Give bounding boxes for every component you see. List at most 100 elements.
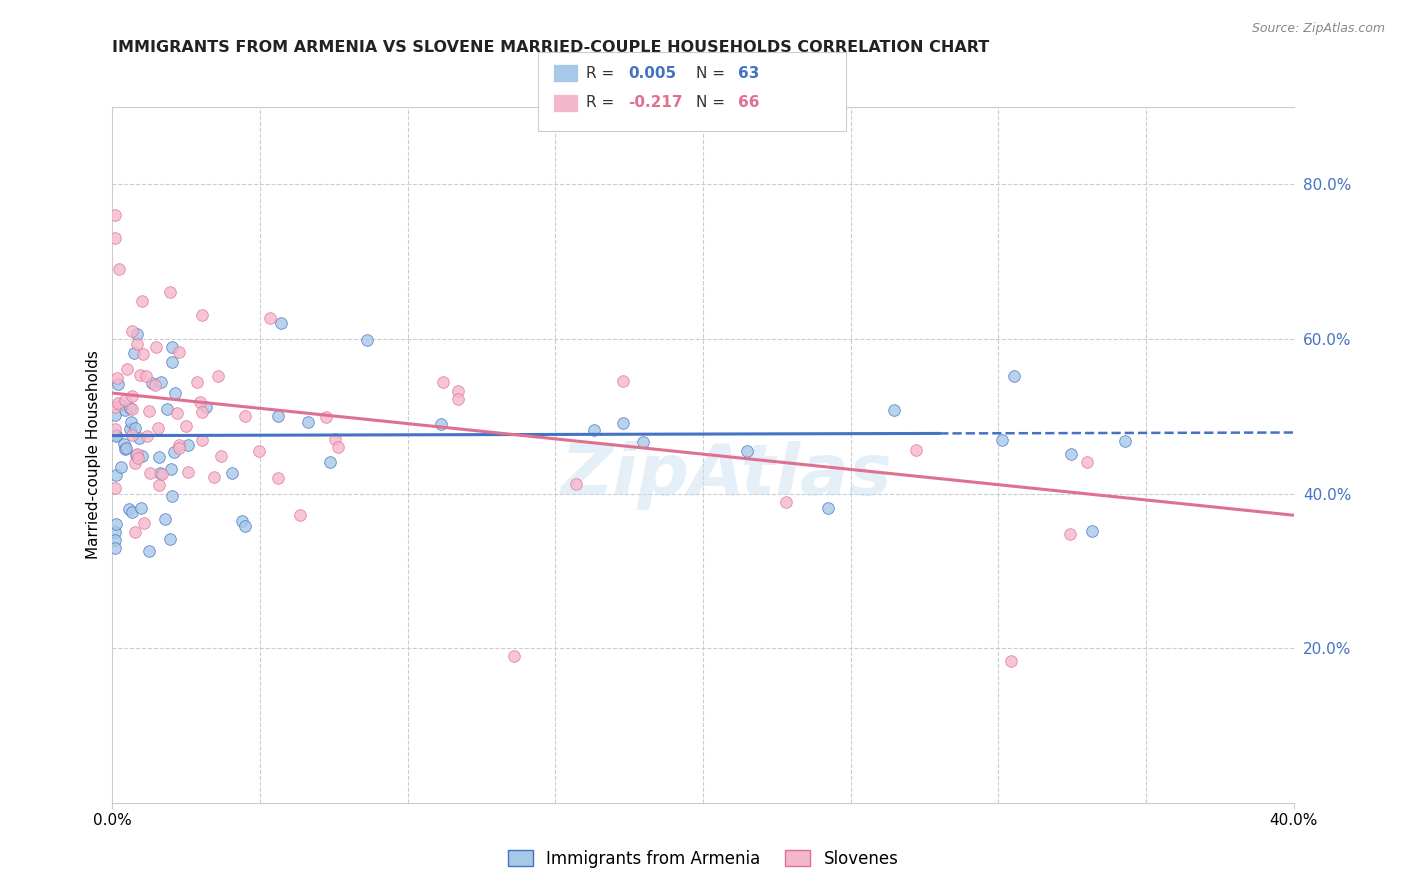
Point — [124, 456, 146, 470]
Point — [122, 345, 145, 359]
Point — [148, 478, 170, 492]
Point — [120, 401, 142, 415]
Point — [131, 449, 153, 463]
Point — [169, 441, 191, 455]
Point — [209, 450, 232, 464]
Point — [191, 404, 214, 418]
Point — [139, 466, 162, 480]
Point — [104, 408, 127, 422]
Point — [135, 368, 157, 383]
Text: 0.005: 0.005 — [628, 66, 676, 80]
Point — [190, 395, 212, 409]
Point — [174, 419, 197, 434]
Point — [141, 376, 163, 390]
Point — [883, 403, 905, 417]
Point — [231, 515, 253, 529]
Point — [138, 543, 160, 558]
Point — [1076, 455, 1098, 469]
Point — [1059, 526, 1081, 541]
Point — [121, 389, 143, 403]
Point — [356, 333, 378, 347]
Point — [148, 421, 170, 435]
Point — [105, 516, 128, 531]
Point — [904, 443, 927, 458]
Point — [1002, 368, 1025, 383]
Point — [991, 434, 1014, 448]
Point — [114, 442, 136, 456]
Point — [114, 403, 136, 417]
Point — [115, 441, 138, 455]
Point — [267, 471, 290, 485]
Point — [319, 455, 342, 469]
Text: ZipAtlas: ZipAtlas — [561, 442, 893, 510]
Point — [129, 501, 152, 516]
Point — [143, 377, 166, 392]
Point — [163, 386, 186, 401]
Point — [612, 416, 634, 430]
Point — [633, 435, 655, 450]
Text: -0.217: -0.217 — [628, 95, 683, 110]
Point — [117, 361, 139, 376]
Point — [160, 489, 183, 503]
Point — [315, 409, 337, 424]
Point — [110, 460, 132, 475]
Point — [114, 393, 136, 408]
Point — [132, 346, 155, 360]
Point — [259, 310, 281, 325]
Point — [1081, 524, 1104, 539]
Point — [148, 450, 170, 464]
Point — [177, 437, 200, 451]
Point — [612, 375, 634, 389]
Point — [104, 525, 127, 540]
Point — [166, 406, 188, 420]
Point — [735, 444, 758, 458]
Text: Source: ZipAtlas.com: Source: ZipAtlas.com — [1251, 22, 1385, 36]
Point — [163, 445, 186, 459]
Legend: Immigrants from Armenia, Slovenes: Immigrants from Armenia, Slovenes — [501, 843, 905, 874]
Point — [134, 516, 156, 530]
Point — [432, 375, 454, 389]
Point — [447, 384, 470, 399]
Text: N =: N = — [696, 66, 730, 80]
Point — [104, 481, 127, 495]
Point — [104, 468, 127, 483]
Point — [177, 465, 200, 479]
Point — [121, 402, 143, 417]
Point — [159, 285, 181, 299]
Point — [125, 447, 148, 461]
Point — [104, 231, 127, 245]
Point — [817, 500, 839, 515]
Text: R =: R = — [586, 66, 620, 80]
Point — [1000, 654, 1022, 668]
Text: 66: 66 — [738, 95, 759, 110]
Point — [160, 355, 183, 369]
Point — [162, 340, 184, 354]
Point — [112, 437, 135, 451]
Point — [110, 399, 132, 413]
Point — [121, 505, 143, 519]
Point — [323, 432, 346, 446]
Point — [120, 415, 142, 429]
Point — [221, 467, 243, 481]
Text: IMMIGRANTS FROM ARMENIA VS SLOVENE MARRIED-COUPLE HOUSEHOLDS CORRELATION CHART: IMMIGRANTS FROM ARMENIA VS SLOVENE MARRI… — [112, 40, 990, 55]
Point — [160, 462, 183, 476]
Point — [191, 308, 214, 322]
Point — [104, 400, 127, 414]
Point — [235, 519, 257, 533]
Point — [1114, 434, 1136, 448]
Point — [104, 541, 127, 555]
Point — [153, 511, 176, 525]
Text: R =: R = — [586, 95, 620, 110]
Point — [127, 450, 149, 465]
Point — [104, 422, 127, 436]
Point — [104, 208, 127, 222]
Point — [186, 375, 208, 389]
Point — [270, 316, 292, 330]
Point — [159, 533, 181, 547]
Point — [129, 368, 152, 382]
Point — [202, 470, 225, 484]
Point — [124, 524, 146, 539]
Point — [118, 501, 141, 516]
Point — [191, 433, 214, 447]
Point — [207, 368, 229, 383]
